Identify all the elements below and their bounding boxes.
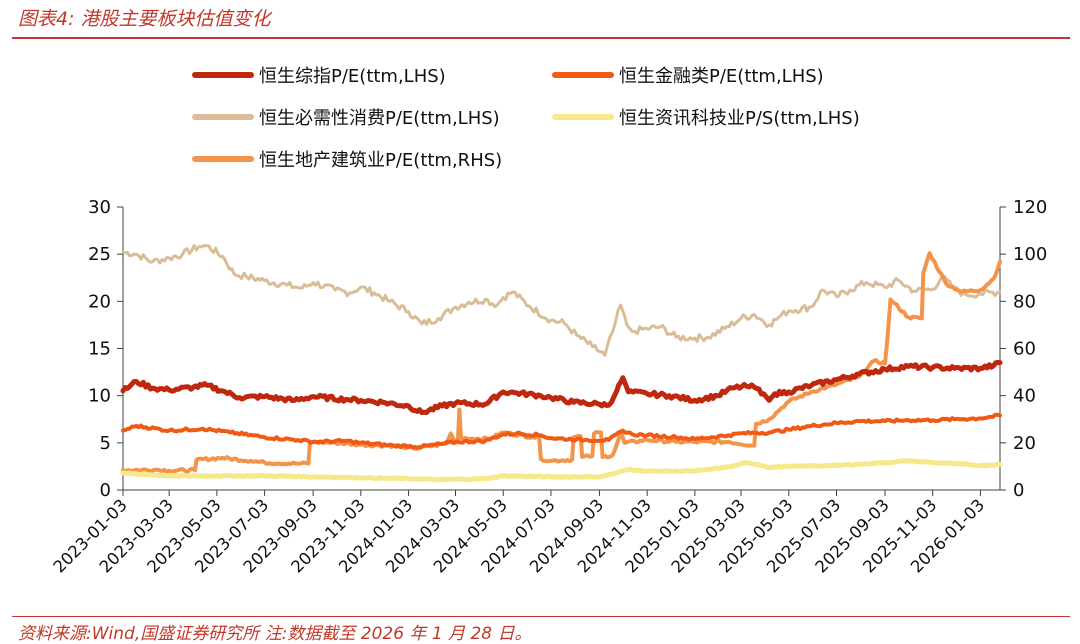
chart: 恒生综指P/E(ttm,LHS) 恒生金融类P/E(ttm,LHS) 恒生必需性消费…: [50, 66, 1048, 577]
legend-label-2: 恒生金融类P/E(ttm,LHS): [619, 66, 824, 87]
right-y-tick-label: 100: [1013, 244, 1047, 265]
chart-series-group: [120, 244, 1003, 483]
chart-legend: 恒生综指P/E(ttm,LHS) 恒生金融类P/E(ttm,LHS) 恒生必需性消费…: [192, 66, 860, 171]
left-y-tick-label: 25: [88, 244, 111, 265]
left-y-tick-label: 10: [88, 386, 111, 407]
legend-label-4: 恒生资讯科技业P/S(ttm,LHS): [619, 108, 860, 129]
source-note: 资料来源:Wind,国盛证券研究所 注:数据截至 2026 年 1 月 28 日…: [18, 624, 532, 644]
left-y-tick-label: 30: [88, 197, 111, 218]
figure-title: 图表4: 港股主要板块估值变化: [18, 8, 271, 30]
right-y-tick-label: 20: [1013, 433, 1036, 454]
title-divider: [12, 37, 1070, 39]
series-line-3: [121, 244, 1002, 357]
left-y-tick-label: 0: [100, 480, 111, 501]
left-y-tick-label: 5: [100, 433, 111, 454]
right-y-tick-label: 0: [1013, 480, 1024, 501]
legend-label-5: 恒生地产建筑业P/E(ttm,RHS): [259, 150, 502, 171]
legend-label-3: 恒生必需性消费P/E(ttm,LHS): [259, 108, 500, 129]
series-line-4: [120, 458, 1003, 483]
left-y-tick-label: 20: [88, 291, 111, 312]
right-y-tick-label: 120: [1013, 197, 1047, 218]
footer-divider: [12, 616, 1070, 617]
right-y-tick-label: 80: [1013, 291, 1036, 312]
legend-label-1: 恒生综指P/E(ttm,LHS): [259, 66, 446, 87]
left-y-tick-label: 15: [88, 339, 111, 360]
series-line-1: [120, 360, 1003, 416]
series-line-2: [121, 412, 1002, 450]
right-y-tick-label: 60: [1013, 339, 1036, 360]
right-y-tick-label: 40: [1013, 386, 1036, 407]
